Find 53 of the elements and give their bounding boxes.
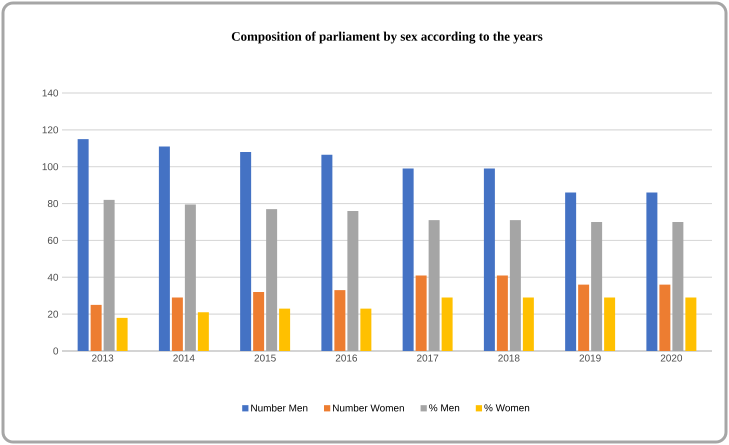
bar — [279, 308, 290, 351]
y-tick-label: 40 — [48, 274, 58, 281]
bar — [685, 298, 696, 351]
bar — [266, 209, 278, 351]
y-tick-label: 60 — [48, 236, 58, 244]
bar — [659, 284, 670, 351]
y-tick-label: 140 — [42, 89, 58, 97]
y-tick-label: 100 — [42, 163, 58, 170]
bar — [240, 152, 252, 351]
bar — [578, 284, 590, 351]
bar — [416, 275, 427, 351]
bar — [510, 220, 521, 351]
y-tick-label: 20 — [48, 310, 58, 318]
bar — [321, 154, 332, 351]
bar — [646, 192, 658, 351]
y-tick-label: 0 — [53, 347, 58, 355]
bar — [172, 298, 183, 351]
x-tick-label: 2020 — [660, 354, 682, 362]
legend-label: Number Men — [251, 404, 308, 412]
x-tick-label: 2013 — [92, 354, 114, 362]
bar — [347, 210, 358, 351]
bar — [184, 204, 196, 351]
bar — [198, 312, 209, 351]
legend-label: % Women — [484, 404, 530, 412]
bar — [484, 168, 495, 351]
bar — [591, 222, 602, 351]
bar — [158, 146, 170, 351]
bar — [116, 318, 128, 351]
x-tick-label: 2019 — [580, 354, 601, 362]
bar — [78, 139, 89, 351]
x-tick-label: 2016 — [336, 354, 358, 362]
legend-label: % Men — [429, 404, 460, 412]
legend-label: Number Women — [333, 404, 404, 412]
bar — [334, 290, 346, 351]
bar — [442, 298, 453, 351]
bar — [402, 168, 414, 351]
y-tick-label: 80 — [48, 200, 58, 208]
bar — [253, 292, 264, 351]
chart-title: Composition of parliament by sex according to the years — [232, 32, 542, 44]
bar — [90, 304, 102, 351]
bar — [428, 220, 440, 351]
bar — [360, 308, 372, 351]
x-tick-label: 2014 — [173, 354, 195, 362]
bar — [565, 192, 576, 351]
bar — [672, 222, 684, 351]
bar — [522, 298, 534, 351]
bar — [104, 200, 115, 351]
x-tick-label: 2015 — [254, 354, 276, 362]
y-tick-label: 120 — [42, 126, 58, 134]
x-tick-label: 2018 — [498, 354, 520, 362]
bar — [604, 298, 616, 351]
x-tick-label: 2017 — [417, 354, 438, 362]
bar — [496, 275, 508, 351]
